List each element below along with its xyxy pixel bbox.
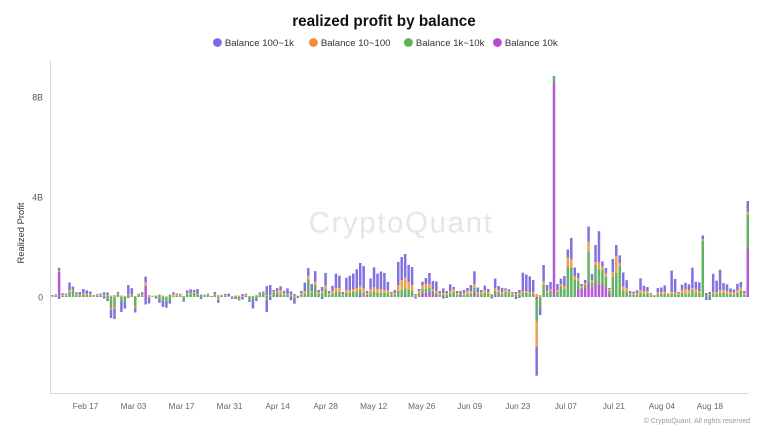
svg-text:Jul 07: Jul 07 — [555, 401, 578, 411]
svg-text:Mar 03: Mar 03 — [121, 401, 147, 411]
svg-text:Mar 31: Mar 31 — [217, 401, 243, 411]
svg-text:Jul 21: Jul 21 — [603, 401, 626, 411]
svg-text:Balance 1k~10k: Balance 1k~10k — [416, 38, 485, 49]
svg-text:Jun 23: Jun 23 — [505, 401, 530, 411]
svg-text:Realized Profit: Realized Profit — [15, 202, 26, 263]
svg-text:May 26: May 26 — [408, 401, 436, 411]
svg-text:8B: 8B — [32, 93, 43, 103]
svg-text:Mar 17: Mar 17 — [169, 401, 195, 411]
svg-text:© CryptoQuant. All rights rese: © CryptoQuant. All rights reserved — [644, 417, 750, 425]
svg-text:Aug 04: Aug 04 — [649, 401, 676, 411]
svg-text:0: 0 — [38, 293, 43, 303]
svg-text:Aug 18: Aug 18 — [697, 401, 724, 411]
svg-text:Apr 28: Apr 28 — [313, 401, 338, 411]
svg-text:Balance 100~1k: Balance 100~1k — [225, 38, 294, 49]
svg-text:realized profit by balance: realized profit by balance — [292, 13, 476, 30]
svg-text:Apr 14: Apr 14 — [265, 401, 290, 411]
svg-text:Balance 10k: Balance 10k — [505, 38, 558, 49]
svg-text:Feb 17: Feb 17 — [73, 401, 99, 411]
svg-text:4B: 4B — [32, 193, 43, 203]
svg-text:Jun 09: Jun 09 — [457, 401, 482, 411]
svg-text:Balance 10~100: Balance 10~100 — [321, 38, 391, 49]
svg-text:CryptoQuant: CryptoQuant — [309, 207, 494, 240]
svg-text:May 12: May 12 — [360, 401, 388, 411]
